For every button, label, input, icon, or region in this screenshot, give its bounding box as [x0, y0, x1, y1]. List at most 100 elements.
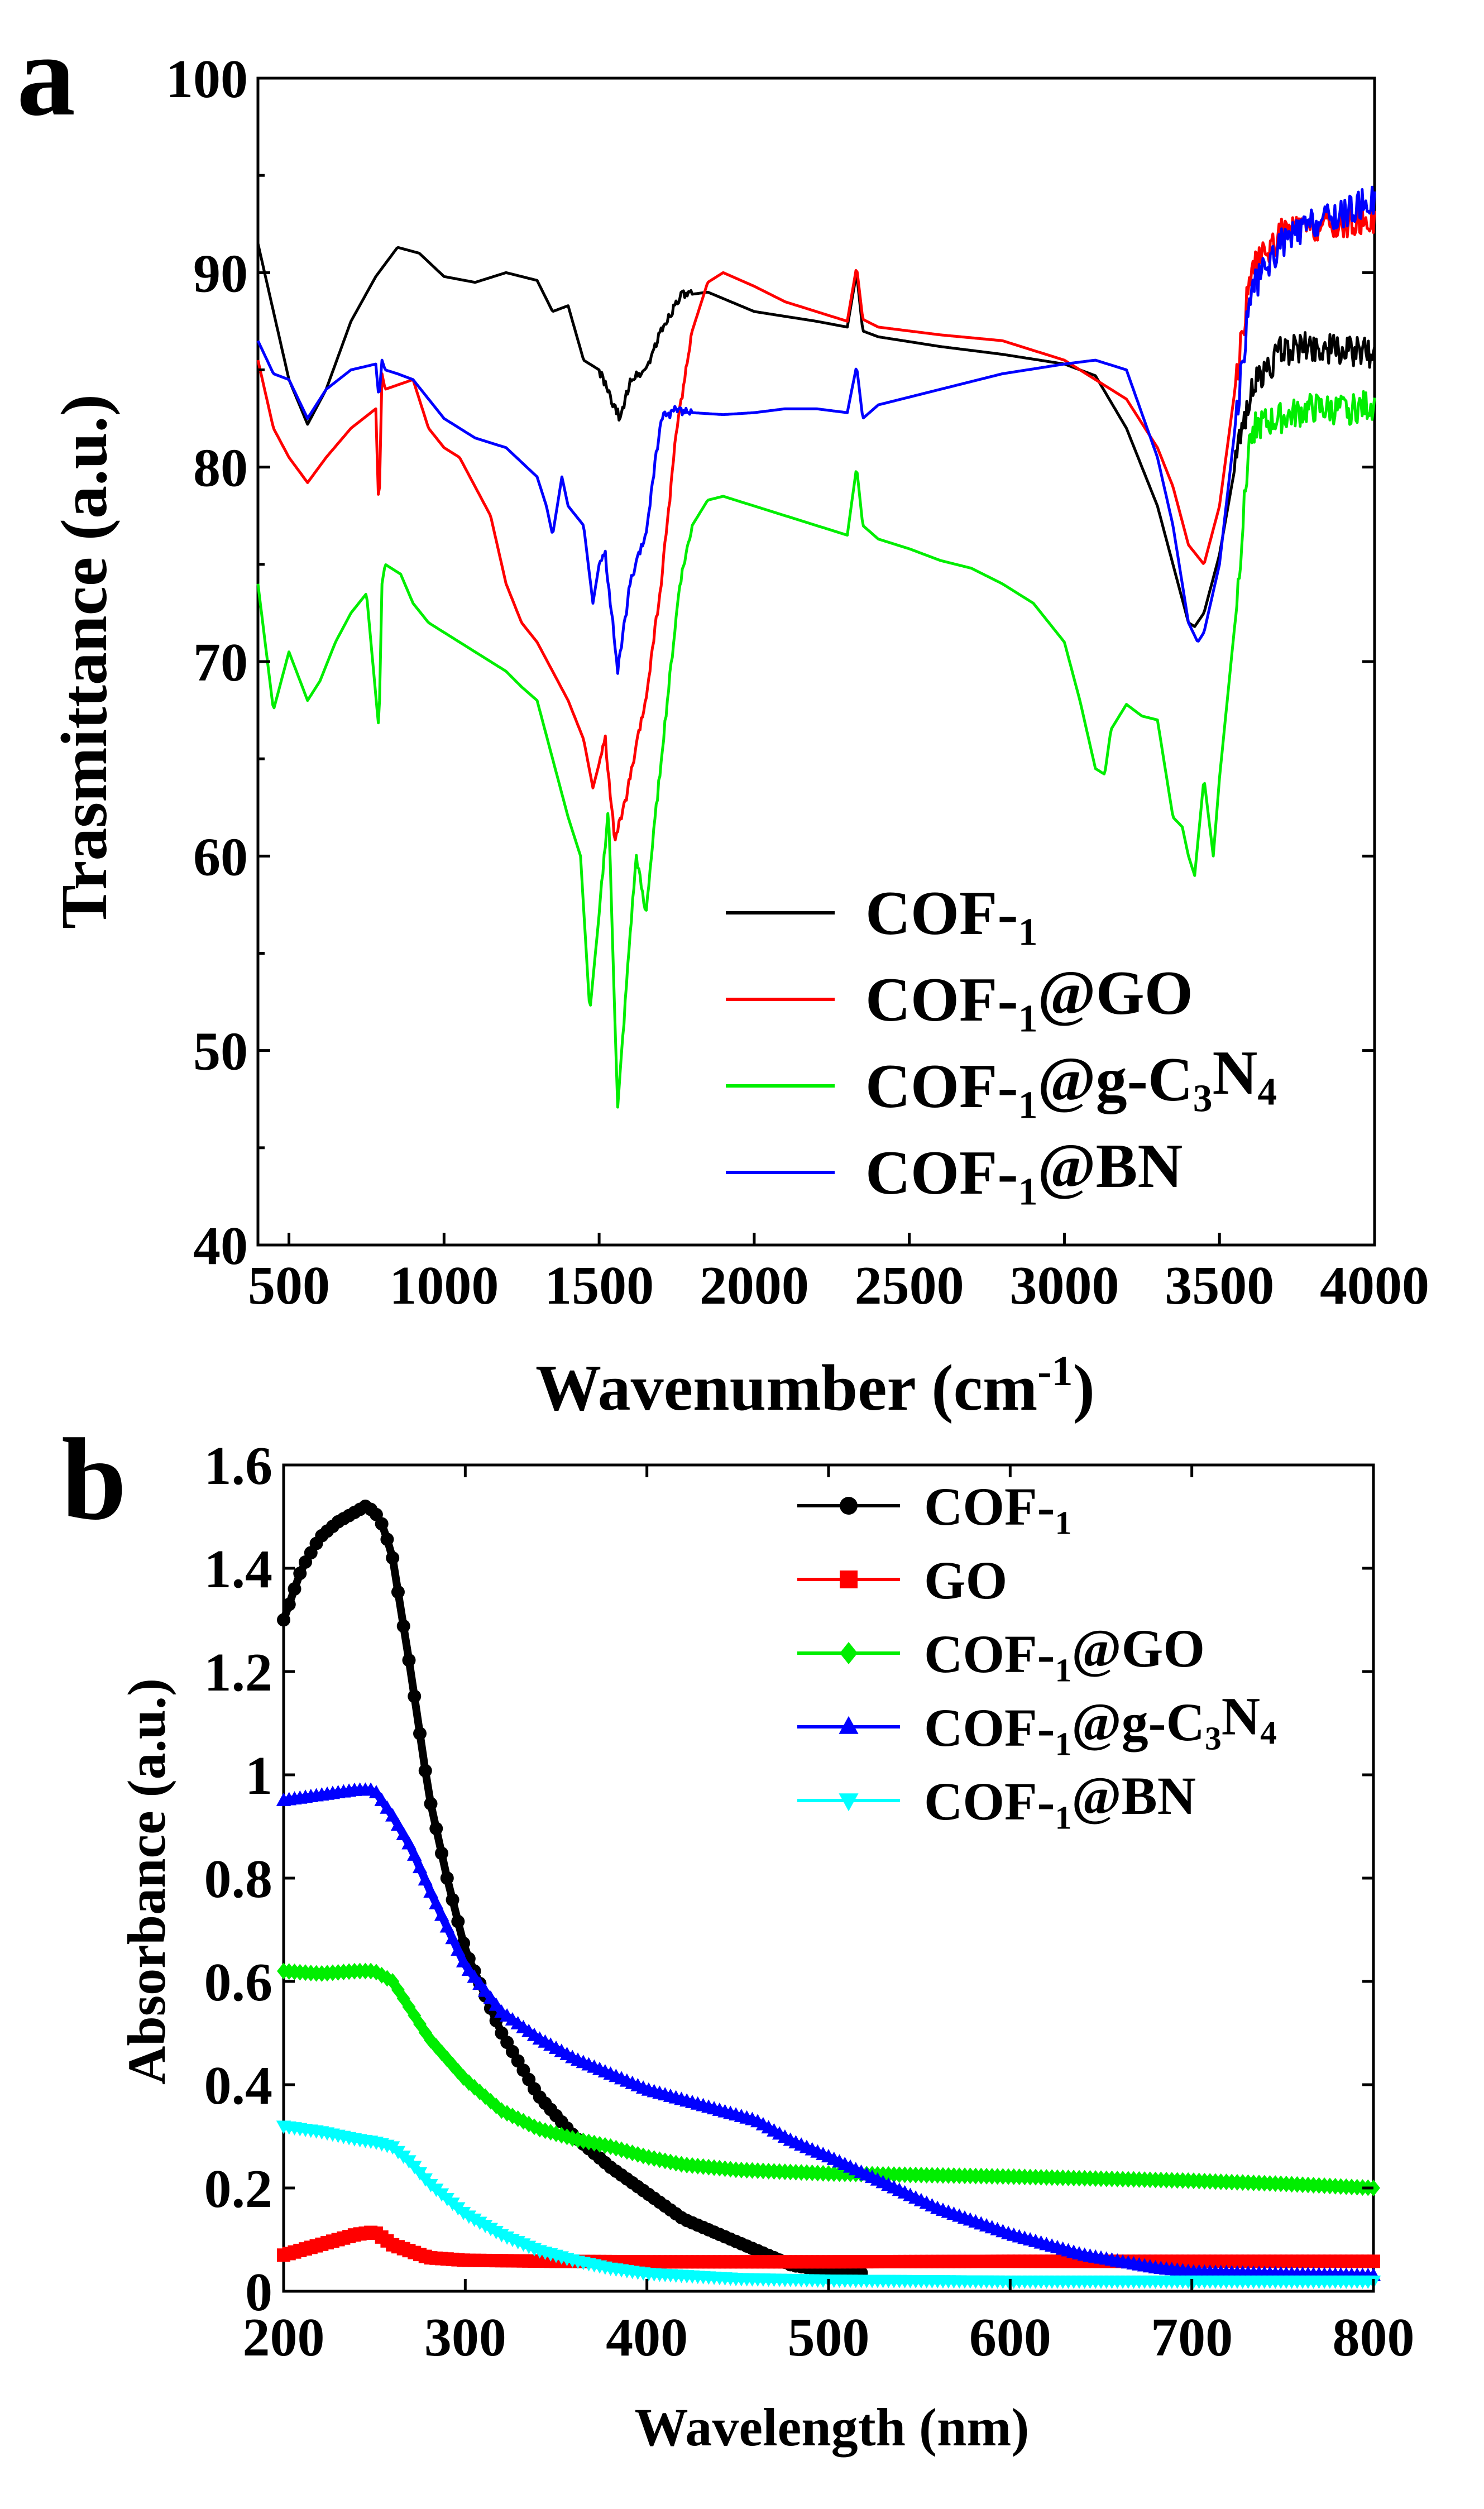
panel-a-legend-label-cof-1-at-go-part: 1 — [1018, 997, 1038, 1040]
panel-b-legend-label-cof-1-at-g-c3n4-part: 4 — [1260, 1714, 1277, 1751]
panel-b-point-cof-1 — [375, 1517, 389, 1531]
panel-b-legend-label-cof-1-at-go-part: @GO — [1071, 1619, 1205, 1678]
panel-b-point-cof-1 — [408, 1689, 422, 1703]
panel-b-point-cof-1-at-g-c3n4 — [439, 1919, 454, 1933]
panel-b-y-tick-label: 0.4 — [204, 2056, 273, 2116]
panel-b-y-tick-label: 0 — [245, 2262, 272, 2323]
panel-b-point-cof-1 — [435, 1846, 449, 1860]
panel-a-x-tick-label: 500 — [248, 1256, 330, 1316]
panel-a-y-tick-label: 60 — [193, 827, 248, 887]
panel-b-point-cof-1 — [277, 1613, 290, 1627]
panel-a-legend-label-cof-1-at-bn: COF-1@BN — [865, 1132, 1183, 1213]
panel-b-point-cof-1-at-g-c3n4 — [467, 1969, 482, 1983]
panel-b-legend-label-cof-1-at-bn-part: 1 — [1055, 1799, 1072, 1836]
panel-b-legend-label-cof-1-at-g-c3n4: COF-1@g-C3N4 — [924, 1687, 1277, 1763]
panel-a-y-ticks: 40 50 60 70 80 90 100 — [166, 49, 1375, 1276]
panel-b-point-cof-1-at-g-c3n4 — [390, 1817, 406, 1831]
panel-a-y-tick-label: 80 — [193, 438, 248, 499]
panel-b-point-cof-1 — [288, 1582, 301, 1596]
panel-b-legend-marker-cof-1-at-bn — [839, 1793, 859, 1812]
panel-a-legend-label-cof-1-at-g-c3n4-part: 1 — [1018, 1084, 1038, 1127]
panel-b-legend-label-cof-1-at-go-part: 1 — [1055, 1652, 1072, 1689]
panel-b-point-cof-1-at-g-c3n4 — [401, 1836, 417, 1850]
panel-b-x-tick-label: 400 — [606, 2307, 688, 2368]
panel-b-point-cof-1 — [424, 1797, 438, 1811]
panel-b-point-cof-1 — [396, 1619, 410, 1633]
panel-b-point-cof-1-at-g-c3n4 — [434, 1907, 449, 1921]
panel-b-y-ticks: 0 0.2 0.4 0.6 0.8 1 1.2 1.4 1.6 — [204, 1436, 1373, 2323]
panel-b-legend-marker-go — [840, 1570, 858, 1588]
panel-a-x-axis-title-main: Wavenumber (cm — [535, 1351, 1037, 1424]
panel-a-x-axis-title-suffix: ) — [1073, 1351, 1095, 1424]
panel-b-point-cof-1-at-g-c3n4 — [380, 1800, 395, 1814]
panel-a-x-axis-title-superscript: -1 — [1037, 1348, 1073, 1395]
panel-b-label: b — [61, 1415, 127, 1544]
panel-b-y-tick-label: 0.6 — [204, 1952, 273, 2013]
panel-a-legend-label-cof-1-at-g-c3n4-part: 3 — [1193, 1078, 1213, 1121]
panel-b-y-axis-title: Absorbance (a.u.) — [117, 1678, 176, 2085]
panel-b-point-go — [1367, 2254, 1380, 2268]
panel-b-legend-label-cof-1-at-g-c3n4-part: COF- — [924, 1698, 1055, 1758]
panel-b-legend-label-cof-1-at-bn-part: COF- — [924, 1771, 1055, 1831]
panel-a-series-group — [256, 185, 1376, 1109]
panel-b-x-axis-title: Wavelength (nm) — [635, 2397, 1030, 2457]
panel-a-legend-label-cof-1-at-go-part: COF- — [865, 965, 1018, 1035]
panel-b-point-cof-1-at-g-c3n4 — [489, 1997, 504, 2011]
panel-b-series-group — [276, 1500, 1381, 2289]
panel-b-point-cof-1-at-g-c3n4 — [368, 1784, 384, 1798]
panel-b: b 0 0.2 0.4 0.6 0.8 1 1.2 1.4 1.6 200 300 400 500 60… — [61, 1415, 1415, 2457]
panel-a-legend-label-cof-1-at-g-c3n4-part: 4 — [1257, 1071, 1277, 1114]
panel-b-legend-marker-cof-1-at-go — [840, 1642, 858, 1664]
panel-b-legend-label-cof-1-at-go: COF-1@GO — [924, 1619, 1205, 1689]
panel-a-x-axis-title: Wavenumber (cm-1) — [535, 1348, 1095, 1424]
panel-a-legend-label-cof-1-at-go-part: @GO — [1037, 959, 1193, 1028]
panel-b-legend-marker-cof-1 — [840, 1497, 858, 1515]
panel-a-legend-label-cof-1-at-bn-part: 1 — [1018, 1170, 1038, 1213]
panel-b-series-go — [277, 2225, 1380, 2269]
panel-a-y-axis-title: Trasmittance (a.u.) — [47, 394, 121, 929]
panel-b-legend-label-go: GO — [924, 1550, 1007, 1610]
panel-b-legend-label-cof-1: COF-1 — [924, 1477, 1071, 1541]
panel-a-x-tick-label: 1500 — [544, 1256, 654, 1316]
panel-a-x-tick-label: 3000 — [1009, 1256, 1119, 1316]
panel-b-point-cof-1-at-g-c3n4 — [477, 1983, 493, 1997]
panel-a-legend-label-cof-1-at-g-c3n4-part: @g-C — [1037, 1045, 1193, 1114]
panel-b-point-cof-1 — [293, 1567, 307, 1581]
panel-b-x-tick-label: 800 — [1333, 2307, 1415, 2368]
panel-b-point-cof-1 — [440, 1871, 454, 1885]
panel-b-y-tick-label: 1 — [245, 1746, 272, 1806]
panel-b-point-cof-1-at-g-c3n4 — [423, 1884, 438, 1898]
panel-a-legend-label-cof-1-at-g-c3n4: COF-1@g-C3N4 — [865, 1038, 1277, 1127]
panel-b-y-tick-label: 0.8 — [204, 1849, 273, 1909]
panel-a-y-tick-label: 50 — [193, 1022, 248, 1082]
panel-b-y-tick-label: 1.4 — [204, 1539, 273, 1600]
panel-b-y-tick-label: 0.2 — [204, 2159, 273, 2219]
panel-b-point-cof-1-at-g-c3n4 — [429, 1895, 444, 1909]
panel-b-point-cof-1-at-g-c3n4 — [412, 1860, 428, 1874]
panel-b-point-cof-1-at-g-c3n4 — [418, 1872, 433, 1886]
panel-b-legend-label-go-part: GO — [924, 1550, 1007, 1610]
panel-b-point-cof-1-at-g-c3n4 — [456, 1953, 471, 1967]
panel-b-x-tick-label: 700 — [1151, 2307, 1233, 2368]
panel-a-x-tick-label: 2500 — [855, 1256, 964, 1316]
panel-b-point-cof-1-at-g-c3n4 — [396, 1826, 411, 1840]
panel-b-point-cof-1-at-g-c3n4 — [483, 1990, 499, 2004]
panel-b-point-cof-1 — [380, 1533, 394, 1546]
panel-a: a 40 50 60 70 80 90 100 500 1000 1500 2000 2500 300… — [17, 11, 1429, 1424]
panel-a-legend-label-cof-1-part: COF- — [865, 879, 1018, 948]
panel-b-legend-label-cof-1-at-g-c3n4-part: 3 — [1205, 1720, 1222, 1756]
panel-a-legend-label-cof-1-at-g-c3n4-part: COF- — [865, 1052, 1018, 1121]
panel-a-y-tick-label: 40 — [193, 1216, 248, 1276]
panel-a-legend-label-cof-1: COF-1 — [865, 879, 1037, 954]
panel-b-legend-label-cof-1-part: 1 — [1055, 1505, 1072, 1541]
panel-a-x-tick-label: 1000 — [389, 1256, 499, 1316]
panel-a-legend-label-cof-1-at-bn-part: COF- — [865, 1138, 1018, 1208]
panel-b-point-cof-1-at-g-c3n4 — [374, 1792, 389, 1806]
panel-b-series-cof-1-at-g-c3n4 — [276, 1782, 1381, 2281]
panel-a-y-tick-label: 90 — [193, 243, 248, 304]
panel-b-legend-marker-cof-1-at-g-c3n4 — [839, 1716, 859, 1734]
panel-b-legend-label-cof-1-part: COF- — [924, 1477, 1055, 1536]
panel-b-point-cof-1-at-g-c3n4 — [385, 1808, 400, 1822]
